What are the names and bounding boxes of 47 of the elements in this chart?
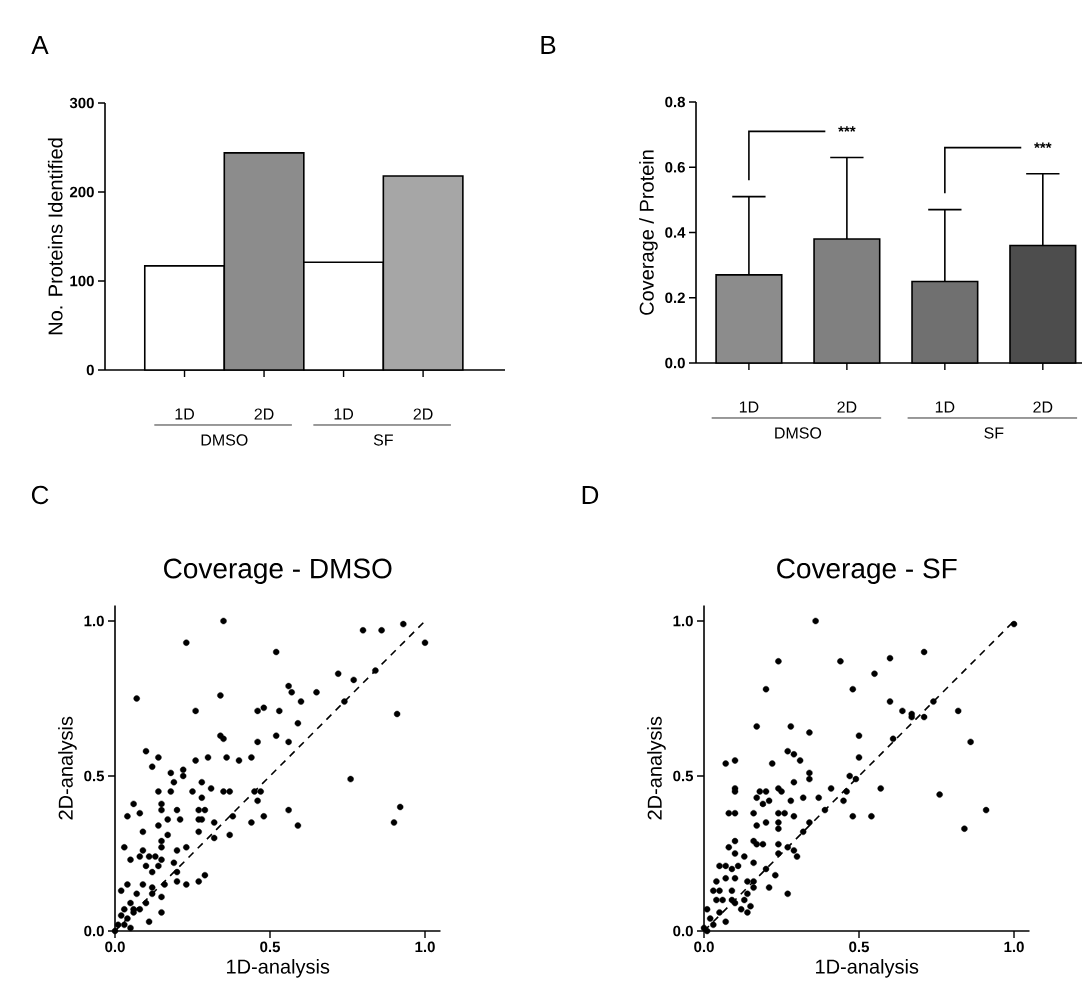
y-tick-label: 0.4 (665, 227, 686, 238)
y-axis-title: 2D-analysis (647, 716, 666, 820)
y-tick-label: 1.0 (84, 615, 104, 627)
y-axis-title: Coverage / Protein (639, 150, 658, 315)
y-tick-label: 0.2 (665, 292, 685, 304)
text: D (582, 486, 599, 504)
x-tick-label: 0.5 (260, 941, 281, 953)
text: SF (373, 434, 393, 446)
y-tick-label: 100 (70, 275, 94, 287)
text: B (541, 36, 556, 54)
y-tick-label: 300 (69, 97, 94, 109)
x-axis-title: 1D-analysis (816, 959, 919, 978)
y-tick-label: 0.5 (673, 770, 694, 782)
y-tick-label: 0.0 (84, 925, 104, 937)
y-tick-label: 0.5 (84, 770, 105, 782)
x-tick-label: 0.0 (105, 941, 125, 953)
text: DMSO (201, 434, 248, 446)
text: A (31, 36, 49, 54)
x-tick-label: 2D (1033, 401, 1053, 413)
y-tick-label: 0 (86, 364, 94, 376)
y-tick-label: 0.8 (665, 96, 685, 108)
x-tick-label: 0.5 (849, 941, 870, 953)
y-tick-label: 0.0 (665, 357, 685, 369)
x-tick-label: 1.0 (1004, 941, 1024, 953)
text: C (31, 485, 49, 505)
y-tick-label: 0.0 (673, 925, 693, 937)
x-tick-label: 1.0 (415, 941, 435, 953)
x-tick-label: 2D (254, 408, 274, 420)
y-axis-title: No. Proteins Identified (47, 138, 63, 335)
chart-title: Coverage - DMSO (164, 558, 392, 584)
x-tick-label: 0.0 (694, 941, 714, 953)
text: DMSO (775, 427, 822, 439)
y-tick-label: 0.6 (665, 161, 685, 173)
annotation: *** (1034, 142, 1052, 149)
x-tick-label: 2D (413, 408, 433, 420)
chart-title: Coverage - SF (777, 558, 957, 584)
y-tick-label: 200 (69, 186, 94, 198)
x-axis-title: 1D-analysis (227, 959, 330, 978)
x-tick-label: 1D (935, 401, 955, 413)
x-tick-label: 1D (334, 408, 354, 420)
y-tick-label: 1.0 (673, 615, 693, 627)
x-tick-label: 1D (739, 401, 759, 413)
annotation: *** (838, 126, 856, 132)
text: SF (984, 427, 1004, 439)
x-tick-label: 1D (175, 408, 194, 420)
x-tick-label: 2D (837, 401, 857, 413)
y-axis-title: 2D-analysis (58, 716, 77, 820)
